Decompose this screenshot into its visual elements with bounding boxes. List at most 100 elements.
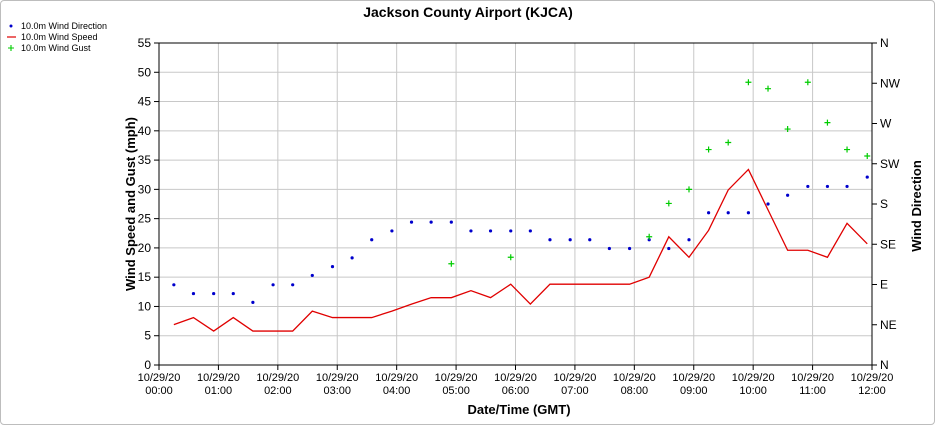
legend-marker-direction: [9, 24, 13, 28]
wind-speed-line: [173, 168, 868, 332]
y-tick-label: 40: [138, 124, 152, 138]
y2-tick-label: NW: [880, 76, 901, 90]
wind-direction-point: [766, 202, 770, 206]
x-tick-label-time: 09:00: [680, 385, 708, 397]
x-tick-label-time: 08:00: [621, 385, 649, 397]
x-tick-label-time: 10:00: [739, 385, 767, 397]
x-tick-label-time: 11:00: [799, 385, 826, 397]
wind-direction-point: [707, 211, 711, 215]
y-tick-label: 55: [138, 36, 152, 50]
wind-direction-point: [191, 291, 196, 296]
wind-direction-point: [548, 238, 552, 242]
wind-direction-point: [409, 220, 414, 224]
wind-gust-point: [665, 200, 672, 207]
y-tick-label: 0: [144, 358, 151, 372]
legend-entry-label: 10.0m Wind Gust: [21, 43, 91, 53]
y2-tick-label: NE: [880, 318, 897, 332]
wind-direction-point: [469, 229, 473, 233]
wind-direction-point: [627, 246, 632, 251]
y2-tick-label: W: [880, 117, 892, 131]
wind-direction-point: [310, 273, 314, 278]
x-tick-label-date: 10/29/20: [494, 372, 537, 384]
y-tick-label: 20: [138, 241, 152, 255]
x-tick-label-date: 10/29/20: [613, 372, 656, 384]
x-tick-label-date: 10/29/20: [732, 372, 775, 384]
y2-axis-ticks: N NE E SE S SW W NW N: [872, 36, 901, 372]
y2-tick-label: N: [880, 358, 889, 372]
wind-direction-point: [845, 184, 849, 189]
x-tick-label-date: 10/29/20: [316, 372, 359, 384]
x-tick-label-time: 01:00: [205, 385, 233, 397]
wind-direction-point: [271, 283, 275, 287]
wind-direction-point: [865, 175, 869, 179]
legend-entry-label: 10.0m Wind Direction: [21, 21, 107, 31]
y-tick-label: 50: [138, 65, 152, 79]
wind-direction-point: [607, 246, 611, 251]
wind-direction-point: [231, 291, 235, 296]
wind-direction-point: [746, 211, 751, 215]
wind-direction-point: [588, 238, 592, 242]
x-tick-label-date: 10/29/20: [256, 372, 299, 384]
wind-direction-point: [786, 193, 790, 197]
chart-title: Jackson County Airport (KJCA): [363, 4, 573, 20]
wind-gust-point: [824, 119, 831, 126]
x-tick-label-date: 10/29/20: [197, 372, 240, 384]
x-tick-label-time: 03:00: [323, 385, 351, 397]
x-axis-label: Date/Time (GMT): [467, 402, 570, 417]
y2-tick-label: E: [880, 278, 888, 292]
wind-direction-point: [390, 229, 394, 233]
y-tick-label: 45: [138, 95, 152, 109]
wind-direction-point: [568, 238, 572, 242]
y-tick-label: 35: [138, 153, 152, 167]
y2-tick-label: SE: [880, 237, 896, 251]
y2-axis-label: Wind Direction: [909, 160, 924, 252]
wind-direction-point: [488, 229, 493, 233]
x-tick-label-date: 10/29/20: [851, 372, 894, 384]
wind-gust-point: [507, 254, 514, 261]
y2-tick-label: S: [880, 197, 888, 211]
wind-direction-point: [825, 184, 830, 189]
legend-marker-gust: [8, 45, 14, 51]
x-tick-label-time: 05:00: [442, 385, 470, 397]
wind-direction-point: [528, 229, 532, 233]
y2-tick-label: SW: [880, 157, 900, 171]
y-tick-label: 5: [144, 329, 151, 343]
wind-direction-point: [291, 283, 295, 287]
wind-gust-point: [804, 79, 811, 86]
x-axis-ticks: 10/29/2000:0010/29/2001:0010/29/2002:001…: [138, 365, 894, 397]
wind-gust-point: [765, 85, 772, 92]
y-tick-label: 15: [138, 270, 152, 284]
x-tick-label-time: 07:00: [561, 385, 589, 397]
wind-gust-point: [784, 126, 791, 133]
y-axis-ticks: 0 5 10 15 20 25 30 35 40 45 50 55: [138, 36, 159, 372]
wind-direction-point: [449, 220, 453, 224]
x-tick-label-date: 10/29/20: [554, 372, 597, 384]
y2-tick-label: N: [880, 36, 889, 50]
wind-direction-point: [667, 246, 671, 251]
wind-direction-point: [726, 211, 730, 215]
x-tick-label-time: 02:00: [264, 385, 292, 397]
wind-gust-point: [864, 152, 871, 159]
x-tick-label-time: 06:00: [502, 385, 530, 397]
x-tick-label-time: 12:00: [858, 385, 886, 397]
data-series: [172, 79, 871, 332]
wind-direction-point: [370, 238, 374, 242]
x-tick-label-date: 10/29/20: [791, 372, 834, 384]
wind-gust-point: [745, 79, 752, 86]
x-tick-label-time: 04:00: [383, 385, 411, 397]
y-axis-label: Wind Speed and Gust (mph): [123, 117, 138, 291]
wind-gust-point: [844, 146, 851, 153]
wind-direction-point: [509, 229, 513, 233]
wind-direction-point: [212, 291, 216, 296]
x-tick-label-date: 10/29/20: [138, 372, 181, 384]
wind-direction-point: [251, 300, 255, 304]
wind-gust-point: [448, 260, 455, 267]
y-tick-label: 25: [138, 212, 152, 226]
y-tick-label: 30: [138, 182, 152, 196]
wind-direction-point: [330, 265, 335, 269]
wind-gust-point: [705, 146, 712, 153]
x-tick-label-date: 10/29/20: [435, 372, 478, 384]
x-tick-label-date: 10/29/20: [375, 372, 418, 384]
